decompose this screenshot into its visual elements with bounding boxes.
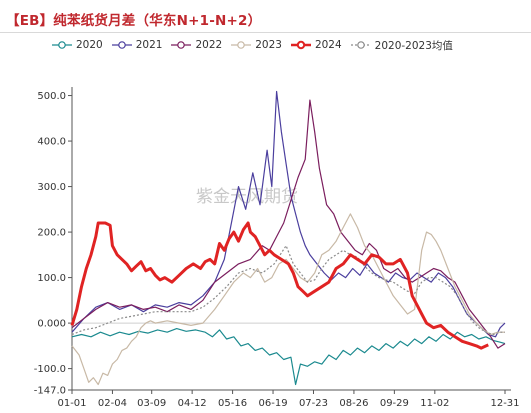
chart-title: 【EB】纯苯纸货月差（华东N+1-N+2） <box>6 13 262 29</box>
y-tick-label: -100.0 <box>34 364 66 375</box>
series-line-2021 <box>71 90 506 338</box>
x-tick-label: 06-19 <box>259 398 288 409</box>
legend-label: 2024 <box>314 39 342 51</box>
chart-legend: 2020 2021 2022 2023 2024 2020-2023均值 <box>52 37 462 53</box>
legend-item[interactable]: 2020 <box>52 37 103 53</box>
legend-label: 2021 <box>135 39 163 51</box>
legend-swatch <box>350 41 371 49</box>
x-tick-label: 09-29 <box>380 398 409 409</box>
series-line-2022 <box>71 99 506 349</box>
legend-label: 2020-2023均值 <box>374 39 453 52</box>
watermark: 紫金天风期货 <box>196 187 298 207</box>
y-tick-label: 400.0 <box>37 137 66 148</box>
legend-label: 2020 <box>76 39 103 51</box>
x-tick-label: 07-23 <box>299 398 328 409</box>
legend-swatch <box>171 41 192 49</box>
y-tick-label: 0.000 <box>37 319 66 330</box>
x-tick-label: 04-12 <box>178 398 207 409</box>
x-tick-label: 11-02 <box>420 398 449 409</box>
y-tick-label: 200.0 <box>37 228 66 239</box>
legend-item[interactable]: 2024 <box>290 37 342 53</box>
x-tick-label: 03-09 <box>137 398 166 409</box>
legend-item[interactable]: 2021 <box>111 37 163 53</box>
legend-item[interactable]: 2022 <box>171 37 222 53</box>
y-tick-label: 500.0 <box>37 91 66 102</box>
series-line-2020-2023均值 <box>71 245 505 336</box>
series-line-2023 <box>71 213 505 386</box>
y-tick-label: 100.0 <box>37 273 66 284</box>
title-divider <box>0 32 531 33</box>
legend-swatch <box>231 41 252 49</box>
legend-label: 2023 <box>255 39 282 51</box>
legend-swatch <box>111 41 132 49</box>
legend-item[interactable]: 2023 <box>231 37 282 53</box>
x-tick-label: 12-31 <box>490 398 519 409</box>
x-tick-label: 01-01 <box>57 398 86 409</box>
y-tick-label: 300.0 <box>37 182 66 193</box>
series-line-2020 <box>71 328 506 386</box>
x-tick-label: 08-26 <box>339 398 368 409</box>
x-tick-label: 05-16 <box>218 398 247 409</box>
legend-label: 2022 <box>195 39 223 51</box>
legend-swatch <box>290 40 311 50</box>
y-tick-label: -147.0 <box>34 386 66 397</box>
legend-item[interactable]: 2020-2023均值 <box>350 37 453 53</box>
series-line-2024 <box>70 221 489 350</box>
legend-swatch <box>52 41 72 49</box>
x-tick-label: 02-04 <box>98 398 127 409</box>
